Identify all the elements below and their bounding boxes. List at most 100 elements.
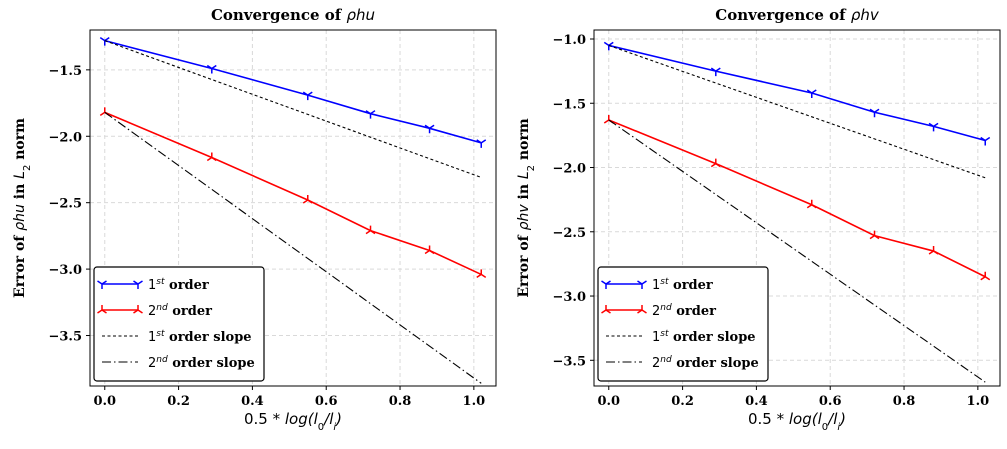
- x-tick-label: 1.0: [967, 394, 990, 409]
- legend-num: 2: [652, 304, 660, 319]
- legend-sup: st: [156, 277, 165, 287]
- chart-title-text: Convergence of: [211, 6, 347, 24]
- data-point: [710, 158, 721, 168]
- y-label-sub: 2: [526, 165, 537, 171]
- data-point: [869, 108, 880, 118]
- y-label-part: Error of: [516, 230, 532, 297]
- legend-label: 1st order slope: [652, 329, 756, 345]
- y-label-part: norm: [516, 118, 532, 165]
- legend-label: 1st order: [148, 277, 209, 293]
- data-point: [302, 91, 313, 101]
- y-label-part: L: [516, 171, 532, 179]
- x-label-part: /l: [322, 410, 334, 428]
- x-label-sub: i: [837, 422, 840, 433]
- y-label-part: Error of: [12, 231, 28, 298]
- legend-sup: nd: [156, 303, 168, 313]
- y-tick-label: −2.5: [552, 226, 586, 241]
- legend-marker: [133, 305, 143, 314]
- legend-marker: [601, 280, 611, 289]
- chart-title-text: Convergence of: [715, 6, 851, 24]
- x-tick-label: 0.2: [671, 394, 694, 409]
- plot-frame: [89, 29, 497, 387]
- data-point: [980, 136, 991, 146]
- legend-label: 2nd order: [148, 303, 212, 319]
- legend-sup: nd: [660, 355, 672, 365]
- legend-label: 2nd order: [652, 303, 716, 319]
- legend-marker: [97, 280, 107, 289]
- legend-marker: [133, 280, 143, 289]
- data-point: [710, 67, 721, 77]
- legend-marker: [97, 305, 107, 314]
- series-line-1: [608, 44, 986, 142]
- data-point: [424, 124, 435, 134]
- series-line-1: [104, 39, 482, 144]
- y-axis-label: Error of ρhu in L2 norm: [12, 118, 33, 298]
- x-tick-label: 0.6: [315, 394, 338, 409]
- legend-box: [597, 266, 769, 382]
- y-tick-label: −1.0: [552, 33, 586, 48]
- y-tick-label: −3.0: [48, 263, 82, 278]
- data-point: [424, 245, 435, 255]
- y-tick-label: −3.5: [48, 330, 82, 345]
- x-tick-label: 0.8: [389, 394, 412, 409]
- y-label-sub: 2: [22, 165, 33, 171]
- series-line-4: [104, 111, 482, 384]
- x-label-part: log(l: [285, 410, 319, 428]
- legend-sup: st: [156, 329, 165, 339]
- legend-marker: [601, 305, 611, 314]
- data-point: [928, 246, 939, 255]
- x-tick-label: 0.0: [597, 394, 620, 409]
- x-label-part: /l: [826, 410, 838, 428]
- y-tick-label: −2.5: [48, 197, 82, 212]
- data-point: [365, 110, 376, 119]
- data-point: [980, 271, 991, 281]
- plot-frame: [593, 29, 1001, 387]
- chart-panel-2: 0.0 0.2 0.4 0.6 0.8 1.0 −1.0 −1.5 −2.0 −2.5 −3.0 −3…: [516, 6, 1001, 433]
- data-point: [928, 122, 939, 132]
- legend-text: order: [168, 304, 212, 319]
- chart-panel-1: 0.0 0.2 0.4 0.6 0.8 1.0 −1.5 −2.0 −2.5 −3.0 −3.5 Co…: [12, 6, 497, 433]
- data-point: [869, 230, 880, 240]
- x-tick-label: 0.6: [819, 394, 842, 409]
- legend-sup: st: [660, 329, 669, 339]
- x-axis-label: 0.5 * log(l0/li): [748, 410, 846, 433]
- legend-sup: nd: [156, 355, 168, 365]
- x-label-part: ): [839, 410, 846, 428]
- legend-text: order slope: [165, 330, 252, 345]
- y-label-part: norm: [12, 118, 28, 165]
- data-point: [365, 225, 376, 235]
- x-label-sub: 0: [318, 422, 324, 433]
- series-line-2: [104, 111, 482, 276]
- x-tick-label: 0.2: [167, 394, 190, 409]
- legend-num: 1: [148, 330, 156, 345]
- legend-num: 2: [652, 356, 660, 371]
- chart-title: Convergence of ρhu: [211, 6, 375, 24]
- x-tick-label: 0.8: [893, 394, 916, 409]
- legend-sup: nd: [660, 303, 672, 313]
- y-tick-label: −3.0: [552, 290, 586, 305]
- x-label-sub: i: [333, 422, 336, 433]
- y-label-var: ρhu: [12, 204, 28, 231]
- x-label-part: ): [335, 410, 342, 428]
- legend-label: 1st order: [652, 277, 713, 293]
- x-tick-label: 0.4: [241, 394, 264, 409]
- series-line-2: [608, 119, 986, 278]
- data-point: [806, 89, 817, 98]
- chart-title-var: ρhu: [346, 6, 375, 24]
- legend-marker: [637, 280, 647, 289]
- legend-box: [93, 266, 265, 382]
- data-point: [603, 41, 614, 51]
- data-point: [302, 195, 313, 204]
- legend-label: 2nd order slope: [148, 355, 255, 371]
- x-tick-label: 0.0: [93, 394, 116, 409]
- legend-num: 2: [148, 304, 156, 319]
- data-point: [476, 139, 487, 148]
- x-tick-label: 0.4: [745, 394, 768, 409]
- y-tick-label: −1.5: [48, 64, 82, 79]
- y-label-part: L: [12, 171, 28, 179]
- legend-num: 1: [652, 330, 660, 345]
